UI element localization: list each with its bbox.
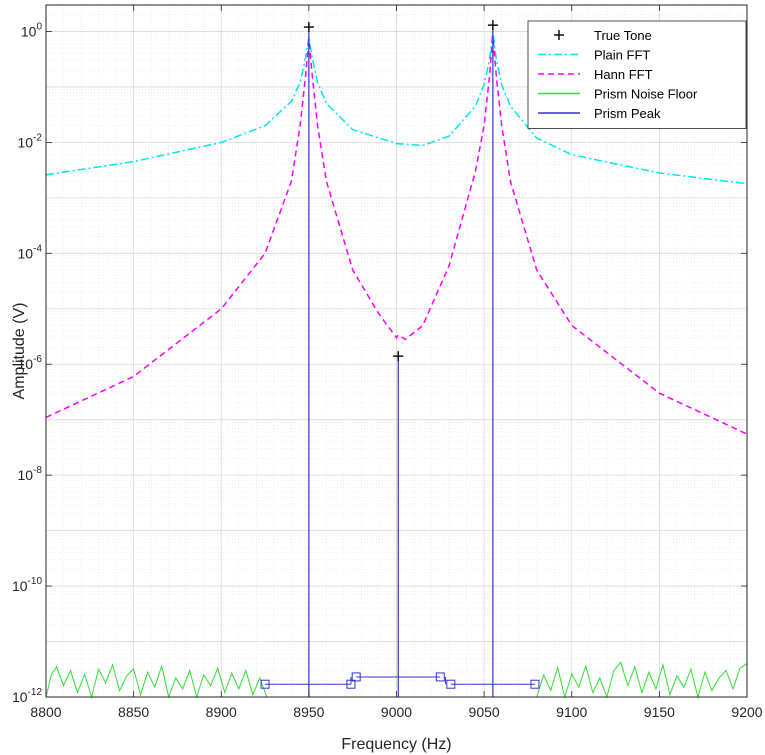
legend-box — [527, 20, 747, 129]
prism-peak-marker — [435, 672, 445, 682]
x-tick-labels: 8800 8850 8900 8950 9000 9050 9100 9150 9200 — [30, 704, 762, 720]
prism-peak-marker — [346, 679, 356, 689]
x-tick-label: 9100 — [556, 704, 587, 720]
series-layer — [45, 20, 748, 699]
x-axis-label: Frequency (Hz) — [341, 736, 451, 753]
hann-fft-line — [45, 36, 748, 435]
x-tick-label: 9000 — [381, 704, 412, 720]
x-tick-label: 9150 — [644, 704, 675, 720]
prism-peak-marker — [351, 672, 361, 682]
noise-floor-line-left — [45, 663, 268, 699]
legend-label: True Tone — [594, 28, 652, 43]
y-axis-label: Amplitude (V) — [11, 303, 28, 400]
y-tick-label: 10-8 — [18, 465, 43, 483]
true-tone-marker — [487, 20, 498, 31]
x-tick-label: 9200 — [731, 704, 762, 720]
y-tick-label: 10-2 — [18, 132, 43, 150]
prism-peak-marker — [260, 679, 270, 689]
plain-fft-line — [45, 31, 748, 185]
y-tick-label: 10-6 — [18, 354, 43, 372]
x-tick-label: 8800 — [30, 704, 61, 720]
true-tone-marker — [393, 351, 404, 362]
y-tick-labels: 10-12 10-10 10-8 10-6 10-4 10-2 100 — [12, 21, 42, 705]
y-tick-label: 10-10 — [12, 576, 42, 594]
legend: True Tone Plain FFT Hann FFT Prism Noise Fl… — [527, 20, 747, 129]
y-tick-label: 100 — [21, 21, 43, 39]
x-tick-label: 8850 — [118, 704, 149, 720]
x-tick-label: 8950 — [293, 704, 324, 720]
x-tick-label: 9050 — [469, 704, 500, 720]
noise-floor-line-right — [536, 661, 748, 699]
x-tick-label: 8900 — [206, 704, 237, 720]
legend-label: Plain FFT — [594, 48, 650, 63]
legend-label: Hann FFT — [594, 67, 653, 82]
y-tick-label: 10-4 — [18, 243, 43, 261]
prism-peak-marker — [446, 679, 456, 689]
minor-grid — [46, 4, 747, 697]
prism-peak-marker — [530, 679, 540, 689]
legend-label: Prism Noise Floor — [594, 87, 698, 102]
y-tick-label: 10-12 — [12, 687, 42, 705]
true-tone-marker — [303, 22, 314, 33]
legend-label: Prism Peak — [594, 106, 661, 121]
